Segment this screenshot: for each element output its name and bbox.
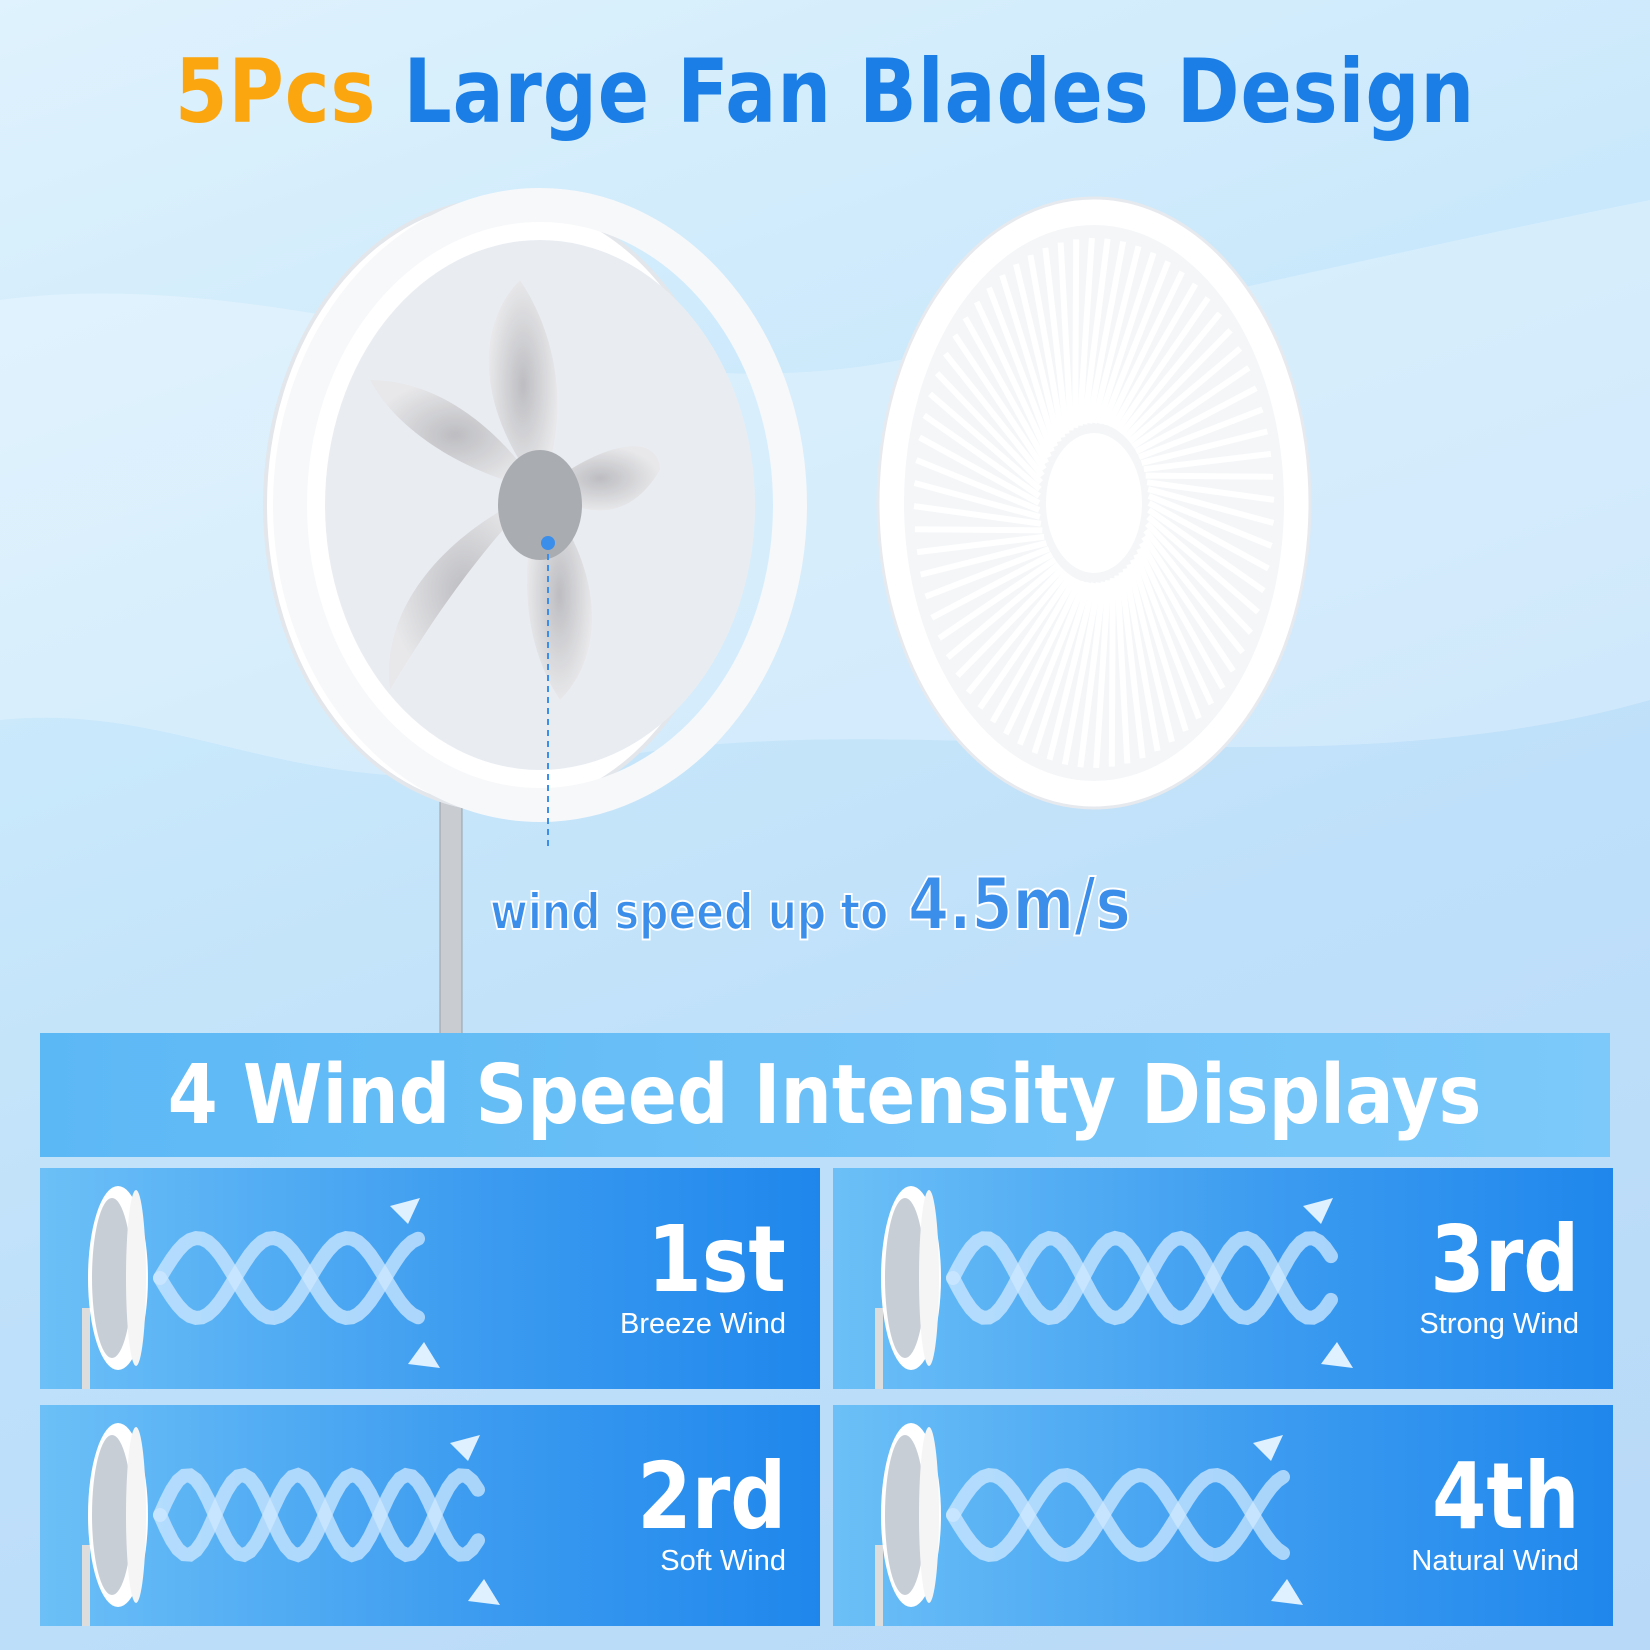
wind-wave [153, 1230, 425, 1326]
wind-wave [946, 1467, 1290, 1563]
wind-arrow-icon [390, 1198, 440, 1368]
mode-level: 2rd [637, 1443, 786, 1550]
mode-card-3rd: 3rd Strong Wind [833, 1168, 1613, 1389]
wind-arrow-icon [1303, 1198, 1353, 1368]
wind-speed-label: wind speed up to [489, 882, 889, 942]
mode-card-2rd: 2rd Soft Wind [40, 1405, 820, 1626]
mini-fan-icon [82, 1186, 148, 1389]
mode-level: 4th [1431, 1443, 1579, 1550]
fan-grill-front [876, 196, 1312, 810]
headline: 5Pcs Large Fan Blades Design [116, 40, 1535, 143]
mode-name: Natural Wind [1411, 1545, 1579, 1577]
mode-card-1st: 1st Breeze Wind [40, 1168, 820, 1389]
wind-arrow-icon [450, 1435, 500, 1605]
mode-name: Strong Wind [1419, 1308, 1579, 1340]
wind-wave [153, 1467, 485, 1563]
wind-wave [153, 1230, 425, 1326]
wind-speed-value: 4.5m/s [907, 861, 1131, 947]
mode-card-4th: 4th Natural Wind [833, 1405, 1613, 1626]
wind-wave [946, 1467, 1290, 1563]
banner: 4 Wind Speed Intensity Displays [40, 1033, 1610, 1157]
headline-text: Large Fan Blades Design [403, 40, 1476, 143]
mode-level: 1st [647, 1206, 786, 1313]
fan-hub [498, 450, 582, 560]
banner-text: 4 Wind Speed Intensity Displays [168, 1047, 1482, 1143]
mini-fan-icon [82, 1423, 148, 1626]
mode-level: 3rd [1430, 1206, 1579, 1313]
fan-pole [439, 789, 463, 1040]
wind-speed: wind speed up to 4.5m/s [489, 861, 1131, 947]
mini-fan-icon [875, 1186, 941, 1389]
fan-illustration [263, 196, 1312, 1040]
headline-highlight: 5Pcs [174, 40, 377, 143]
mode-name: Breeze Wind [619, 1308, 786, 1340]
mode-name: Soft Wind [660, 1545, 786, 1577]
mini-fan-icon [875, 1423, 941, 1626]
wind-wave [946, 1230, 1338, 1326]
